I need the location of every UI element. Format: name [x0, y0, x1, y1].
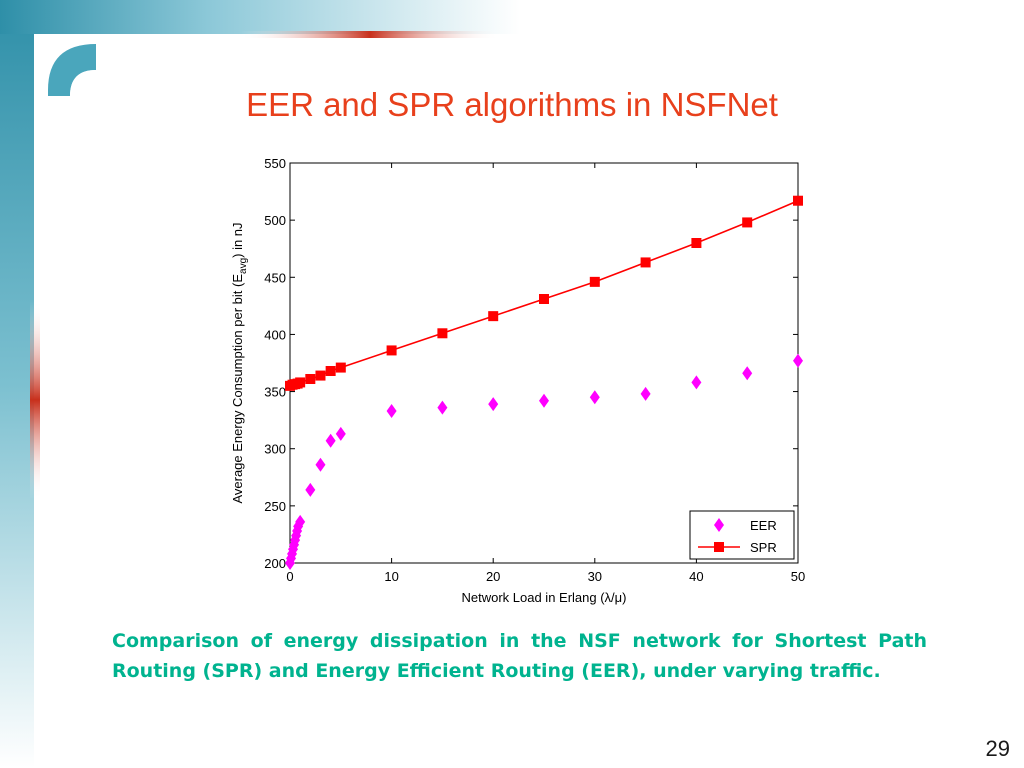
spr-data-point	[742, 217, 753, 228]
eer-data-point	[640, 386, 651, 401]
spr-data-point	[640, 257, 651, 268]
legend-label-spr: SPR	[750, 540, 777, 555]
eer-data-point	[386, 404, 397, 418]
x-tick-label: 50	[791, 569, 805, 584]
x-axis-label: Network Load in Erlang (λ/μ)	[461, 590, 626, 605]
spr-data-point	[305, 374, 316, 384]
legend-marker-spr	[714, 542, 724, 552]
spr-data-point	[315, 370, 326, 381]
legend-box	[689, 510, 795, 560]
eer-data-point	[315, 457, 326, 472]
y-tick-label: 400	[264, 327, 286, 342]
spr-data-point	[325, 366, 336, 376]
x-tick-label: 30	[588, 569, 602, 584]
y-axis-label: Average Energy Consumption per bit (Eavg…	[230, 222, 249, 503]
x-tick-label: 20	[486, 569, 500, 584]
x-tick-label: 40	[689, 569, 703, 584]
eer-data-point	[305, 482, 316, 497]
x-tick-label: 10	[384, 569, 398, 584]
y-tick-label: 250	[264, 499, 286, 514]
legend-label-eer: EER	[750, 518, 777, 533]
eer-data-point	[793, 353, 803, 368]
page-number: 29	[985, 736, 1010, 761]
x-tick-label: 0	[286, 569, 293, 584]
spr-data-point	[295, 377, 306, 388]
eer-data-point	[325, 433, 336, 448]
spr-data-point	[539, 294, 549, 304]
spr-data-point	[335, 362, 346, 373]
spr-data-point	[589, 276, 600, 287]
y-tick-label: 450	[264, 270, 286, 285]
y-tick-label: 550	[264, 156, 286, 171]
spr-data-point	[488, 311, 499, 322]
legend-marker-eer	[714, 518, 724, 532]
y-tick-label: 500	[264, 213, 286, 228]
y-tick-label: 300	[264, 442, 286, 457]
spr-data-point	[437, 328, 448, 339]
spr-data-point	[793, 195, 803, 206]
eer-data-point	[691, 375, 702, 390]
spr-data-point	[691, 238, 702, 248]
plot-frame	[289, 162, 799, 564]
eer-data-point	[742, 366, 753, 381]
figure-caption: Comparison of energy dissipation in the …	[112, 630, 927, 682]
energy-chart: 0 10 20 30 40 50 200 250 300 350 400 450 500 550 Netwo…	[230, 156, 805, 605]
eer-data-point	[437, 400, 448, 415]
eer-data-point	[539, 393, 549, 408]
eer-data-point	[295, 514, 306, 529]
spr-data-point	[386, 345, 397, 356]
eer-data-point	[589, 390, 600, 405]
y-tick-label: 350	[264, 385, 286, 400]
y-tick-label: 200	[264, 556, 286, 571]
eer-data-point	[488, 397, 499, 412]
slide-title: EER and SPR algorithms in NSFNet	[246, 86, 778, 123]
eer-data-point	[335, 426, 346, 441]
